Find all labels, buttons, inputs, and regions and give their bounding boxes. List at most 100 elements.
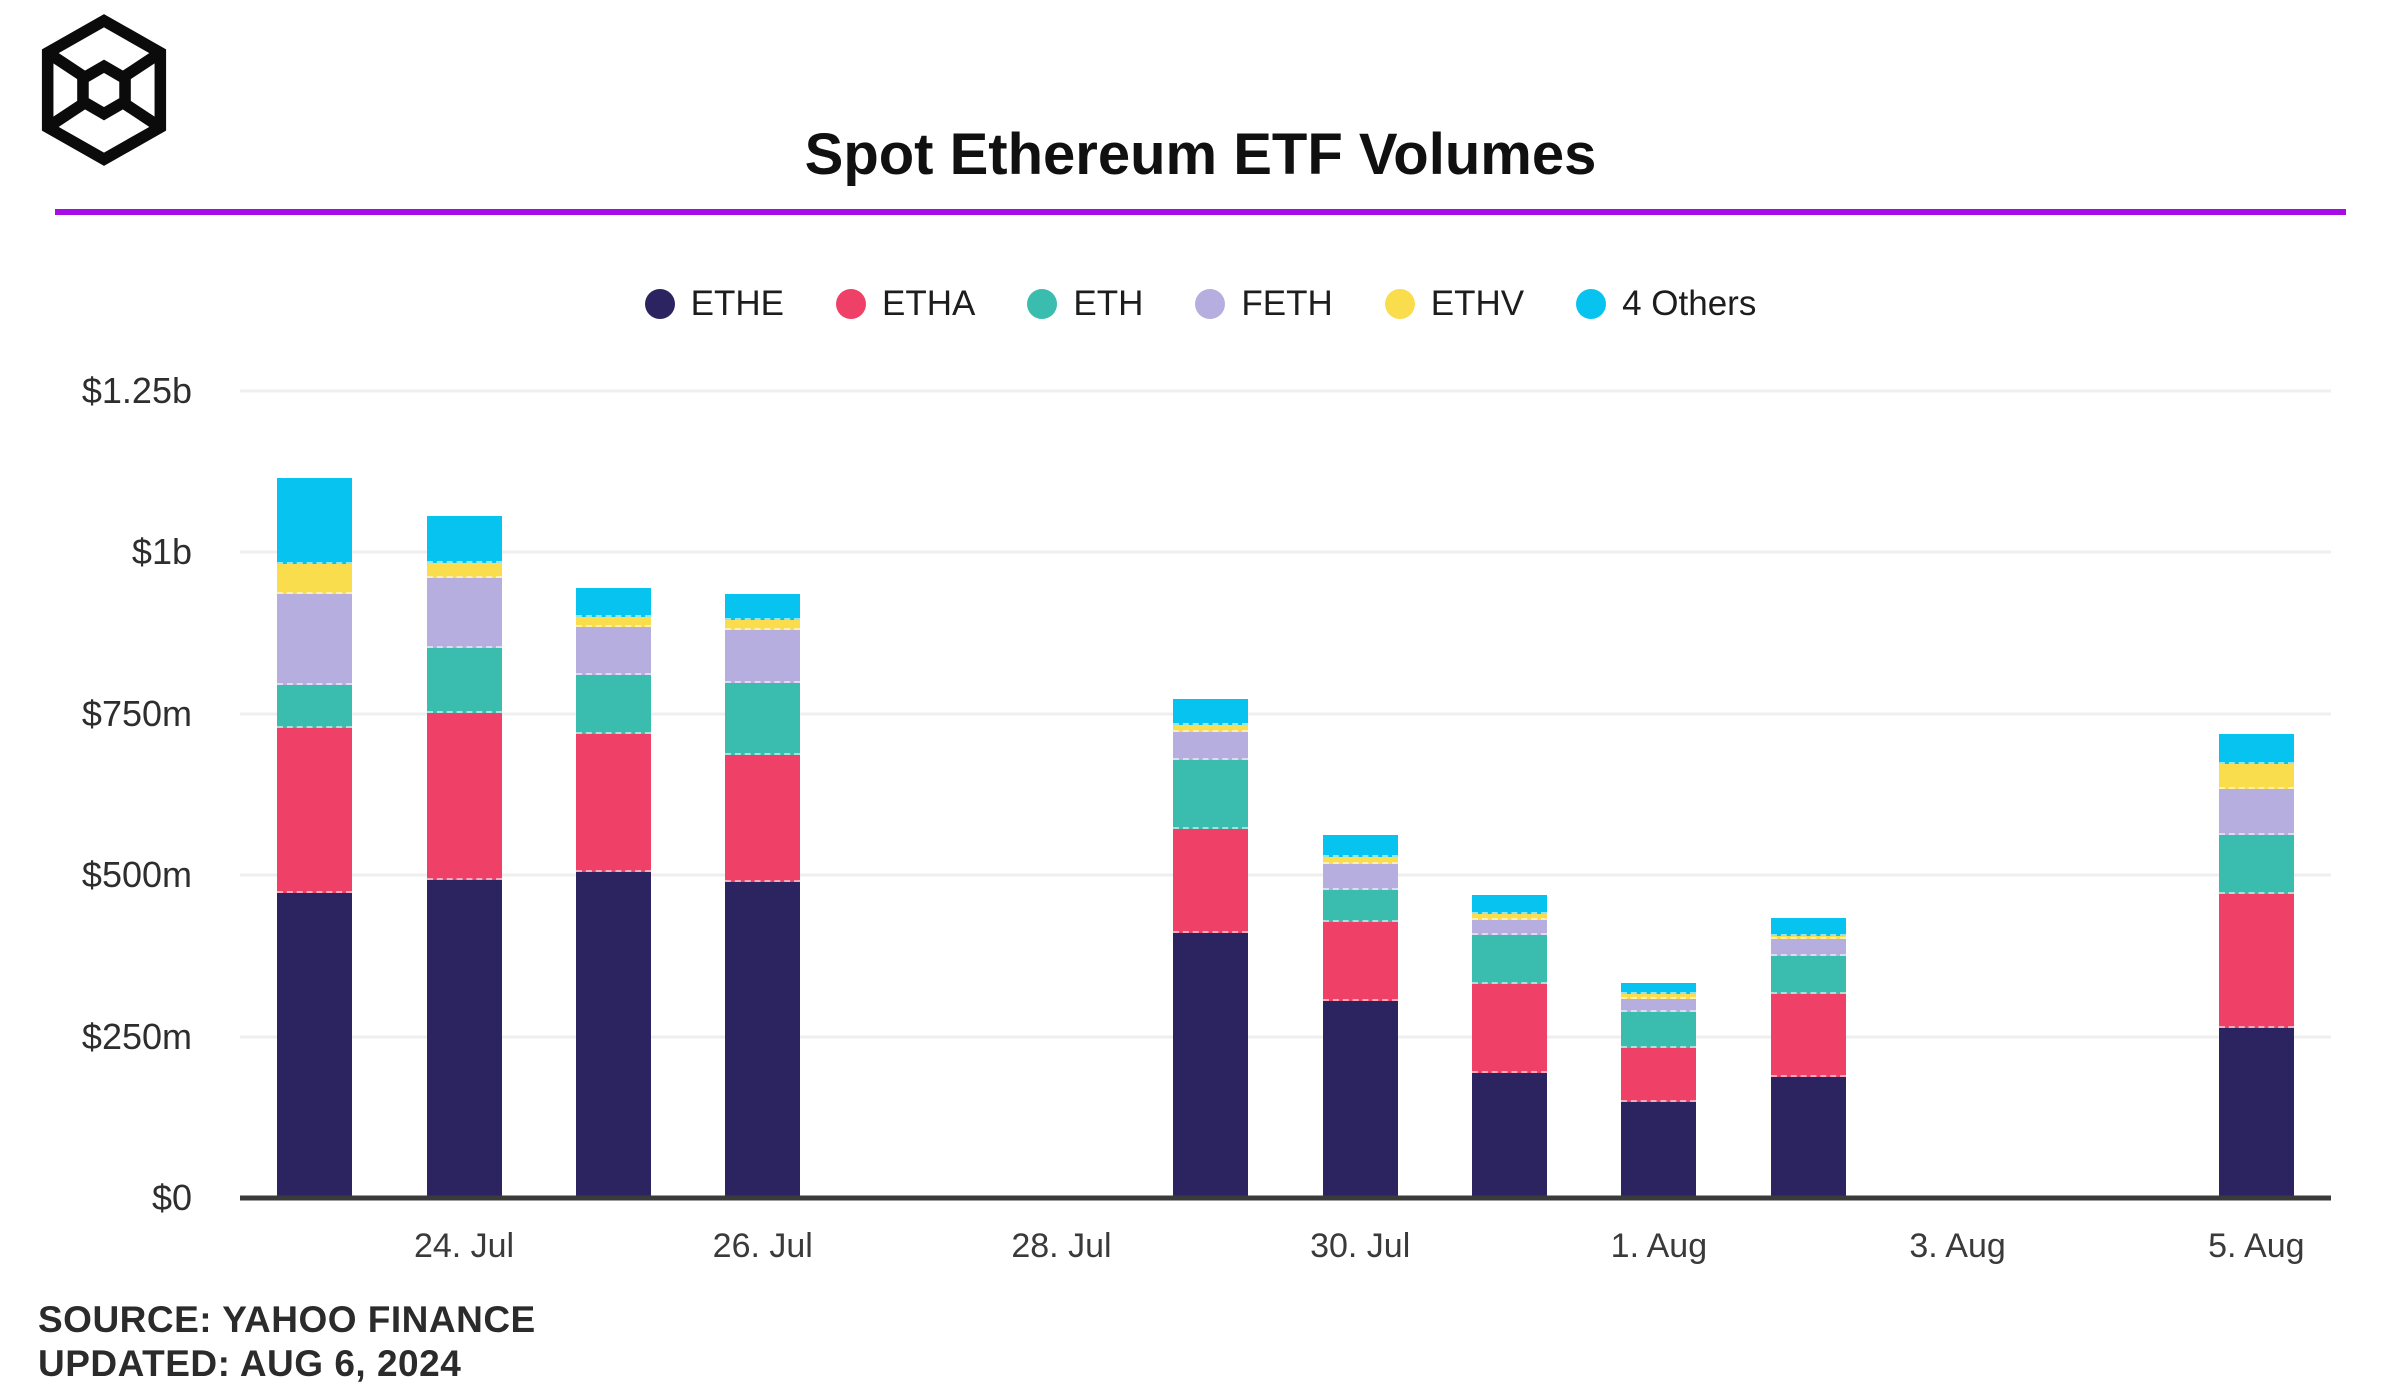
bar-segment-etha[interactable] (575, 734, 651, 872)
bar-segment-feth[interactable] (1621, 998, 1697, 1013)
ethe-legend-dot (644, 289, 675, 319)
bar-segment-etha[interactable] (1173, 828, 1249, 934)
bar-segment-ethe[interactable] (277, 892, 353, 1198)
bar-segment-4-others[interactable] (1322, 835, 1398, 858)
segment-separator (1621, 1010, 1697, 1013)
legend-item-feth[interactable]: FETH (1195, 284, 1333, 324)
segment-separator (426, 576, 502, 579)
bar-23-jul[interactable] (277, 391, 353, 1198)
segment-separator (575, 869, 651, 872)
bar-2-aug[interactable] (1770, 391, 1846, 1198)
segment-separator (1472, 981, 1548, 984)
segment-separator (277, 562, 353, 565)
bar-segment-4-others[interactable] (1173, 698, 1249, 725)
bar-25-jul[interactable] (575, 391, 651, 1198)
bar-segment-feth[interactable] (1472, 919, 1548, 936)
x-axis: 24. Jul 26. Jul 28. Jul 30. Jul 1. Aug 3. Aug… (240, 1224, 2331, 1274)
source-block: SOURCE: YAHOO FINANCE UPDATED: AUG 6, 20… (38, 1298, 536, 1386)
bar-segment-eth[interactable] (2218, 834, 2294, 894)
bar-segment-ethe[interactable] (1322, 1001, 1398, 1198)
bar-segment-ethv[interactable] (277, 564, 353, 594)
bar-segment-eth[interactable] (725, 683, 801, 756)
bar-segment-etha[interactable] (1322, 922, 1398, 1002)
legend-item-ethe[interactable]: ETHE (644, 284, 784, 324)
segment-separator (1472, 911, 1548, 914)
bar-segment-eth[interactable] (426, 647, 502, 713)
legend-item-eth[interactable]: ETH (1027, 284, 1143, 324)
bar-segment-4-others[interactable] (575, 587, 651, 617)
bar-segment-feth[interactable] (575, 626, 651, 676)
bar-segment-ethv[interactable] (2218, 763, 2294, 789)
segment-separator (277, 890, 353, 893)
bar-segment-4-others[interactable] (277, 477, 353, 565)
bar-segment-ethe[interactable] (575, 871, 651, 1198)
bar-segment-feth[interactable] (1173, 731, 1249, 761)
bar-segment-etha[interactable] (426, 712, 502, 880)
legend-item-ethv[interactable]: ETHV (1384, 284, 1525, 324)
bar-segment-eth[interactable] (1472, 935, 1548, 984)
bar-30-jul[interactable] (1322, 391, 1398, 1198)
bar-segment-ethe[interactable] (1621, 1102, 1697, 1198)
bar-segment-4-others[interactable] (1770, 918, 1846, 936)
eth-legend-dot (1027, 289, 1058, 319)
bar-segment-ethv[interactable] (575, 616, 651, 627)
legend-label: ETHV (1430, 284, 1525, 323)
bar-segment-eth[interactable] (1770, 955, 1846, 994)
bar-segment-feth[interactable] (1322, 864, 1398, 891)
bar-segment-ethe[interactable] (1173, 933, 1249, 1198)
bar-segment-feth[interactable] (1770, 939, 1846, 956)
bar-segment-4-others[interactable] (725, 593, 801, 620)
bar-segment-etha[interactable] (277, 728, 353, 893)
legend-item-etha[interactable]: ETHA (836, 284, 975, 324)
bar-segment-4-others[interactable] (2218, 734, 2294, 764)
bar-segment-ethe[interactable] (1472, 1073, 1548, 1198)
x-tick-label: 30. Jul (1310, 1227, 1411, 1265)
bar-segment-etha[interactable] (725, 755, 801, 882)
bar-segment-feth[interactable] (2218, 788, 2294, 835)
bar-segment-feth[interactable] (725, 629, 801, 684)
segment-separator (575, 673, 651, 676)
bar-segment-etha[interactable] (1770, 994, 1846, 1077)
bar-segment-ethv[interactable] (426, 563, 502, 579)
bar-29-jul[interactable] (1173, 391, 1249, 1198)
bar-segment-eth[interactable] (1173, 760, 1249, 829)
segment-separator (426, 561, 502, 564)
bar-segment-etha[interactable] (2218, 893, 2294, 1029)
bar-segment-ethe[interactable] (426, 879, 502, 1198)
x-tick-label: 26. Jul (712, 1227, 813, 1265)
bar-segment-4-others[interactable] (426, 516, 502, 564)
bar-31-jul[interactable] (1472, 391, 1548, 1198)
bar-segment-eth[interactable] (575, 675, 651, 735)
bar-segment-ethv[interactable] (1322, 857, 1398, 865)
segment-separator (277, 682, 353, 685)
bar-segment-ethe[interactable] (725, 881, 801, 1198)
bar-segment-feth[interactable] (426, 578, 502, 648)
segment-separator (1770, 953, 1846, 956)
bar-segment-eth[interactable] (277, 684, 353, 729)
y-tick-label: $1.25b (81, 370, 192, 411)
y-gridline (240, 1035, 2331, 1039)
bar-segment-eth[interactable] (1621, 1012, 1697, 1049)
segment-separator (1770, 937, 1846, 940)
bar-1-aug[interactable] (1621, 391, 1697, 1198)
bar-segment-etha[interactable] (1472, 983, 1548, 1074)
bar-segment-feth[interactable] (277, 593, 353, 685)
segment-separator (2218, 761, 2294, 764)
bar-segment-ethe[interactable] (1770, 1076, 1846, 1198)
bar-segment-4-others[interactable] (1472, 894, 1548, 914)
segment-separator (1472, 917, 1548, 920)
segment-separator (725, 879, 801, 882)
bar-segment-eth[interactable] (1322, 890, 1398, 923)
bar-segment-ethv[interactable] (725, 619, 801, 630)
bar-26-jul[interactable] (725, 391, 801, 1198)
bar-5-aug[interactable] (2218, 391, 2294, 1198)
legend-item-4-others[interactable]: 4 Others (1576, 284, 1756, 324)
x-tick-label: 1. Aug (1610, 1227, 1708, 1265)
bar-segment-ethv[interactable] (1621, 994, 1697, 999)
bar-segment-ethv[interactable] (1472, 913, 1548, 920)
bar-segment-ethe[interactable] (2218, 1028, 2294, 1198)
bar-segment-etha[interactable] (1621, 1048, 1697, 1103)
bar-segment-ethv[interactable] (1173, 724, 1249, 732)
bar-24-jul[interactable] (426, 391, 502, 1198)
bar-segment-4-others[interactable] (1621, 983, 1697, 994)
